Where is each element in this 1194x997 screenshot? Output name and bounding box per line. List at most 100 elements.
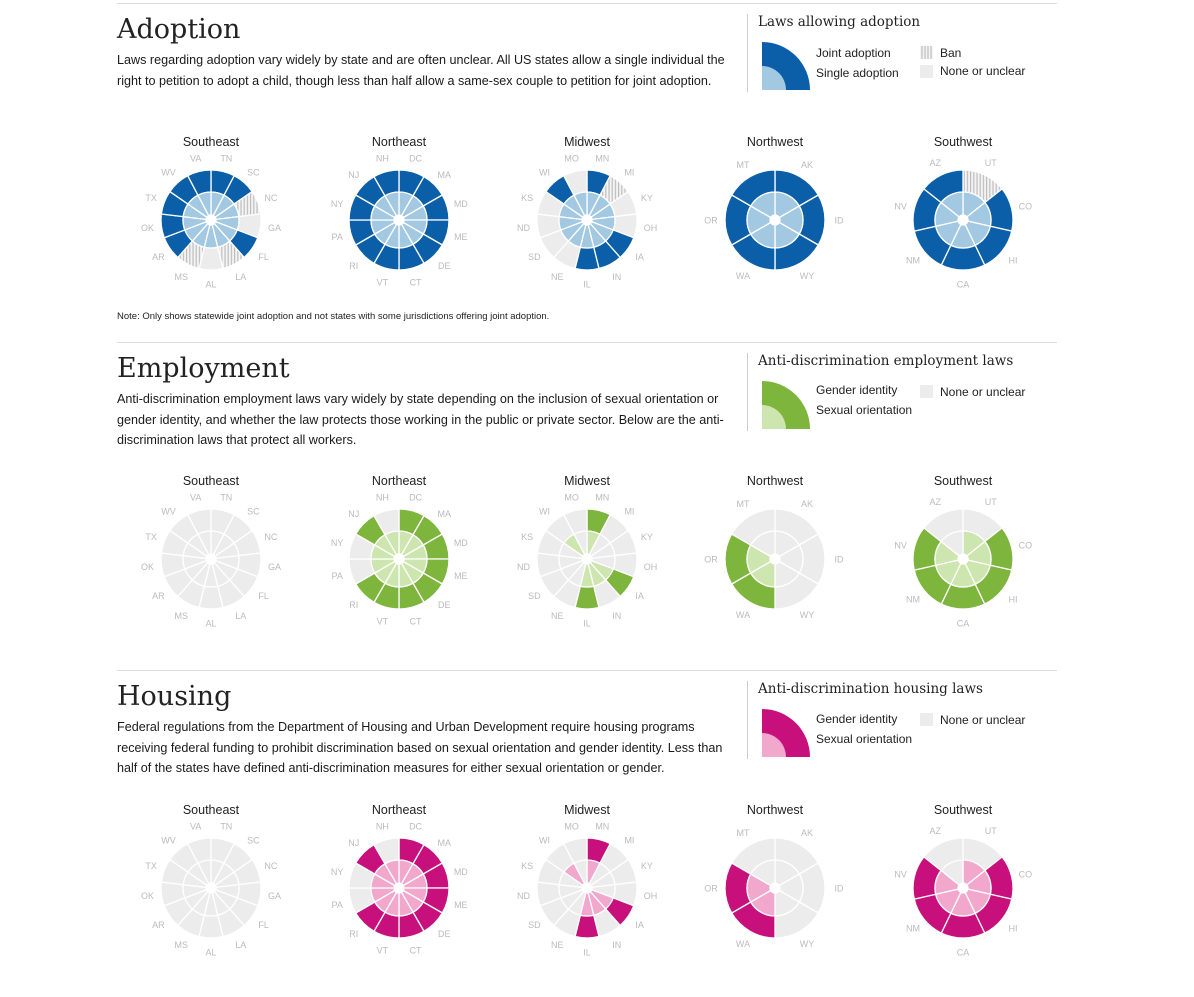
state-label-fl: FL [258, 591, 269, 601]
state-label-il: IL [583, 948, 591, 958]
region-title: Northwest [747, 474, 804, 488]
state-label-ga: GA [268, 891, 281, 901]
section-title: Adoption [117, 14, 241, 45]
center-hole [958, 883, 968, 893]
center-hole [582, 215, 592, 225]
state-label-vt: VT [377, 616, 389, 626]
state-label-wv: WV [161, 168, 176, 178]
state-label-co: CO [1019, 201, 1033, 211]
state-label-in: IN [612, 940, 621, 950]
center-hole [958, 215, 968, 225]
state-label-md: MD [454, 867, 468, 877]
state-label-mi: MI [624, 168, 634, 178]
state-label-nh: NH [376, 154, 389, 164]
state-label-va: VA [190, 821, 201, 831]
state-label-nc: NC [264, 532, 277, 542]
region-title: Northeast [372, 803, 427, 817]
state-label-tn: TN [220, 492, 232, 502]
center-hole [394, 215, 404, 225]
state-label-mn: MN [595, 492, 609, 502]
legend-inner-swatch [762, 733, 786, 757]
adoption-charts: Southeast TN SC NC GA FL LA AL MS AR OK TX WV VA North… [141, 135, 1033, 290]
state-label-nh: NH [376, 493, 389, 503]
state-label-nd: ND [517, 891, 530, 901]
state-label-ks: KS [521, 532, 533, 542]
state-label-wa: WA [736, 939, 750, 949]
housing-charts: Southeast TN SC NC GA FL LA AL MS AR OK TX WV VA North… [141, 803, 1033, 958]
state-label-ok: OK [141, 562, 154, 572]
center-hole [206, 554, 216, 564]
state-label-nv: NV [894, 869, 907, 879]
state-label-wy: WY [800, 610, 815, 620]
legend-none-label: None or unclear [940, 64, 1026, 78]
state-label-id: ID [835, 216, 845, 226]
state-label-sc: SC [247, 836, 260, 846]
state-label-mn: MN [595, 821, 609, 831]
section-description: Anti-discrimination employment laws vary… [117, 392, 724, 447]
state-label-ky: KY [641, 861, 653, 871]
state-label-la: LA [235, 940, 246, 950]
state-label-ia: IA [635, 252, 644, 262]
legend-outer-label: Joint adoption [816, 46, 891, 60]
radial-chart-northeast: Northeast DC MA MD ME DE CT VT RI PA NY NJ NH [331, 474, 468, 626]
state-label-ar: AR [152, 920, 165, 930]
state-label-wi: WI [539, 507, 550, 517]
state-label-mo: MO [564, 821, 579, 831]
state-label-ia: IA [635, 591, 644, 601]
legend-inner-label: Sexual orientation [816, 403, 913, 417]
section-divider [117, 342, 1057, 343]
state-label-tn: TN [220, 821, 232, 831]
state-label-nd: ND [517, 223, 530, 233]
state-label-ok: OK [141, 223, 154, 233]
legend: Laws allowing adoption Joint adoption Si… [747, 14, 1068, 92]
state-label-ma: MA [438, 838, 452, 848]
state-label-mo: MO [564, 153, 579, 163]
employment-section: Employment Anti-discrimination employmen… [117, 353, 1057, 453]
radial-chart-midwest: Midwest MN MI KY OH IA IN IL NE SD ND KS WI MO [517, 474, 657, 629]
legend-none-swatch [920, 713, 933, 726]
state-label-md: MD [454, 538, 468, 548]
legend-swatch [762, 709, 810, 757]
state-label-ms: MS [175, 940, 189, 950]
state-label-ne: NE [551, 272, 564, 282]
legend-ban-swatch [920, 46, 933, 59]
radial-chart-southeast: Southeast TN SC NC GA FL LA AL MS AR OK TX WV VA [141, 803, 281, 958]
state-label-md: MD [454, 199, 468, 209]
state-label-ms: MS [175, 611, 189, 621]
section-divider [117, 3, 1057, 4]
state-label-wy: WY [800, 939, 815, 949]
state-label-tx: TX [145, 532, 157, 542]
region-title: Southeast [183, 474, 240, 488]
state-label-or: OR [704, 555, 718, 565]
state-label-ak: AK [801, 828, 813, 838]
state-label-co: CO [1019, 869, 1033, 879]
state-label-id: ID [835, 884, 845, 894]
state-label-az: AZ [929, 826, 941, 836]
center-hole [958, 554, 968, 564]
state-label-ct: CT [410, 616, 422, 626]
state-label-in: IN [612, 272, 621, 282]
state-label-la: LA [235, 272, 246, 282]
state-label-hi: HI [1009, 255, 1018, 265]
state-label-oh: OH [644, 562, 658, 572]
region-title: Southeast [183, 135, 240, 149]
region-title: Northwest [747, 803, 804, 817]
legend-inner-swatch [762, 66, 786, 90]
state-label-sd: SD [528, 591, 541, 601]
radial-chart-northeast: Northeast DC MA MD ME DE CT VT RI PA NY NJ NH [331, 135, 468, 287]
state-label-me: ME [454, 571, 468, 581]
center-hole [582, 554, 592, 564]
region-title: Northeast [372, 474, 427, 488]
state-label-nc: NC [264, 861, 277, 871]
state-label-ar: AR [152, 591, 165, 601]
state-label-ut: UT [985, 158, 997, 168]
state-label-mn: MN [595, 153, 609, 163]
section-title: Housing [117, 681, 232, 712]
state-label-tx: TX [145, 861, 157, 871]
state-label-dc: DC [409, 822, 422, 832]
state-label-nc: NC [264, 193, 277, 203]
region-title: Northeast [372, 135, 427, 149]
state-label-or: OR [704, 216, 718, 226]
state-label-fl: FL [258, 920, 269, 930]
state-label-wv: WV [161, 507, 176, 517]
